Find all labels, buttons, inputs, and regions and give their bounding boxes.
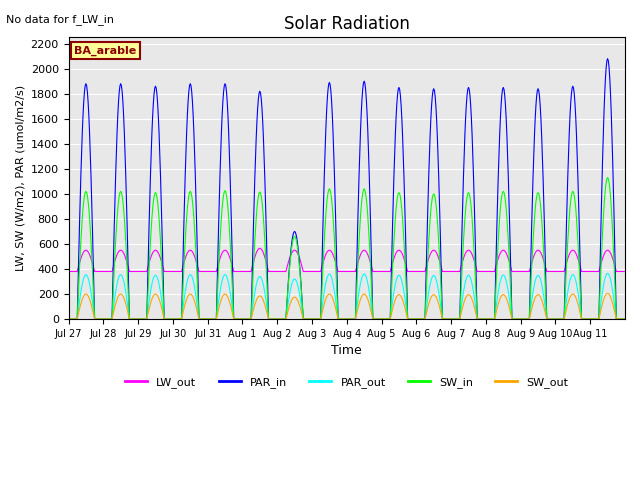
PAR_in [620, 316, 628, 322]
PAR_in [130, 316, 138, 322]
PAR_out [280, 316, 288, 322]
PAR_in [435, 176, 443, 182]
SW_in [620, 316, 628, 322]
PAR_out [232, 316, 240, 322]
LW_out [130, 269, 138, 275]
PAR_out [65, 316, 72, 322]
LW_out [232, 269, 240, 275]
SW_in [260, 216, 268, 221]
Line: PAR_in: PAR_in [68, 59, 624, 319]
SW_out [604, 290, 611, 296]
SW_in [604, 175, 611, 180]
PAR_in [604, 56, 611, 61]
PAR_out [620, 316, 628, 322]
LW_out [65, 269, 72, 275]
LW_out [260, 252, 268, 258]
LW_out [436, 258, 444, 264]
Title: Solar Radiation: Solar Radiation [284, 15, 410, 33]
PAR_in [280, 316, 288, 322]
SW_in [280, 316, 288, 322]
SW_in [404, 316, 412, 322]
PAR_in [232, 316, 240, 322]
SW_in [232, 316, 240, 322]
X-axis label: Time: Time [332, 344, 362, 357]
SW_out [280, 316, 288, 322]
SW_out [404, 316, 412, 322]
PAR_in [65, 316, 72, 322]
Text: BA_arable: BA_arable [74, 46, 136, 56]
SW_in [435, 240, 443, 246]
Y-axis label: LW, SW (W/m2), PAR (umol/m2/s): LW, SW (W/m2), PAR (umol/m2/s) [15, 85, 25, 271]
Text: No data for f_LW_in: No data for f_LW_in [6, 14, 115, 25]
Line: LW_out: LW_out [68, 248, 624, 272]
LW_out [256, 245, 264, 251]
SW_out [130, 316, 138, 322]
LW_out [620, 269, 628, 275]
SW_out [260, 298, 268, 303]
SW_in [65, 316, 72, 322]
PAR_in [260, 135, 268, 141]
Line: SW_out: SW_out [68, 293, 624, 319]
LW_out [404, 269, 412, 275]
PAR_in [404, 316, 412, 322]
PAR_out [435, 289, 443, 295]
PAR_out [260, 282, 268, 288]
LW_out [282, 269, 289, 275]
SW_out [620, 316, 628, 322]
PAR_out [604, 271, 611, 276]
SW_out [65, 316, 72, 322]
SW_out [435, 301, 443, 307]
SW_in [130, 316, 138, 322]
Line: PAR_out: PAR_out [68, 274, 624, 319]
Line: SW_in: SW_in [68, 178, 624, 319]
PAR_out [404, 316, 412, 322]
SW_out [232, 316, 240, 322]
Legend: LW_out, PAR_in, PAR_out, SW_in, SW_out: LW_out, PAR_in, PAR_out, SW_in, SW_out [121, 372, 573, 392]
PAR_out [130, 316, 138, 322]
